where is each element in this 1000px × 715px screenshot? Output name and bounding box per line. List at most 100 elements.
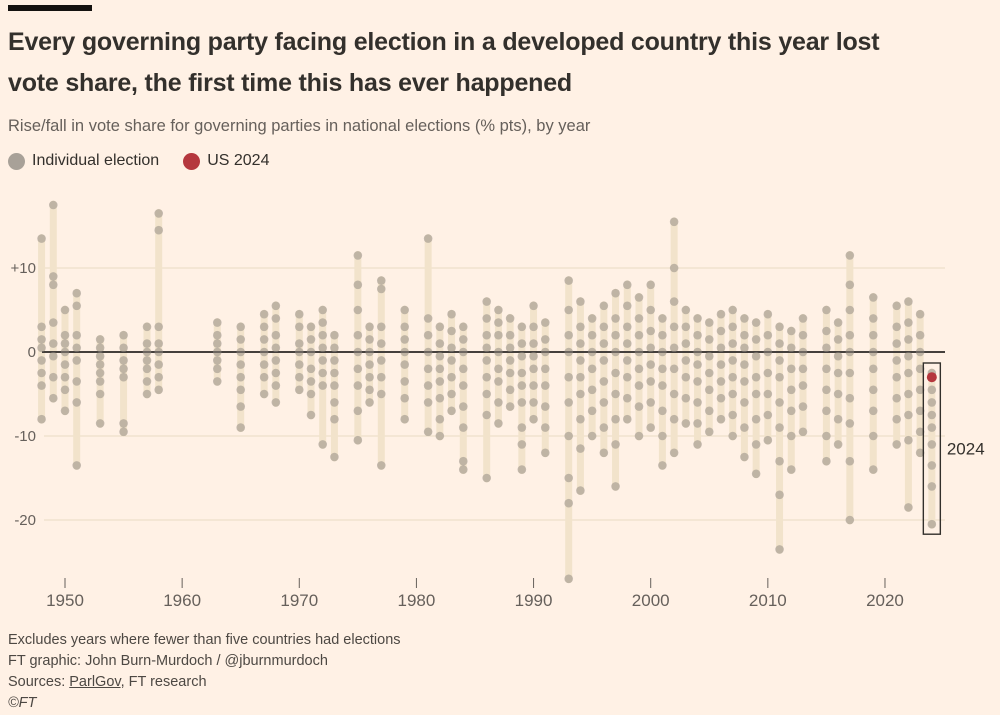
election-dot bbox=[658, 381, 667, 390]
election-dot bbox=[681, 393, 691, 403]
election-dot bbox=[904, 435, 913, 445]
election-dot bbox=[845, 393, 855, 403]
election-dot bbox=[72, 288, 82, 298]
election-dot bbox=[119, 372, 128, 382]
election-dot bbox=[611, 314, 620, 323]
election-dot bbox=[458, 402, 468, 411]
election-dot bbox=[646, 343, 655, 353]
election-dot bbox=[868, 364, 878, 374]
election-dot bbox=[915, 309, 925, 319]
election-dot bbox=[892, 301, 901, 311]
election-dot bbox=[154, 209, 164, 218]
election-dot bbox=[505, 314, 515, 323]
election-dot bbox=[365, 398, 374, 407]
election-dot bbox=[294, 360, 304, 369]
election-dot bbox=[48, 318, 58, 327]
election-dot bbox=[482, 372, 492, 382]
election-dot bbox=[400, 377, 410, 386]
us-2024-dot-icon bbox=[183, 152, 201, 170]
election-dot bbox=[72, 330, 82, 340]
election-dot bbox=[658, 330, 667, 340]
election-dot bbox=[634, 381, 644, 390]
election-dot bbox=[212, 377, 222, 386]
election-dot bbox=[447, 343, 456, 353]
election-dot bbox=[318, 318, 328, 327]
election-dot bbox=[868, 293, 878, 302]
election-dot bbox=[154, 339, 164, 348]
election-dot bbox=[119, 343, 128, 353]
election-dot bbox=[833, 440, 843, 449]
election-dot bbox=[622, 372, 632, 382]
election-dot bbox=[892, 322, 901, 332]
election-dot bbox=[318, 356, 328, 365]
election-dot bbox=[271, 301, 281, 311]
ft-top-bar bbox=[8, 5, 92, 11]
election-dot bbox=[587, 431, 597, 441]
election-dot bbox=[458, 456, 468, 466]
election-dot bbox=[587, 364, 597, 374]
election-dot bbox=[306, 389, 316, 399]
election-dot bbox=[669, 297, 679, 306]
election-dot bbox=[833, 335, 843, 344]
election-dot bbox=[646, 326, 655, 336]
year-range-band bbox=[916, 309, 924, 458]
election-dot bbox=[798, 427, 808, 437]
election-dot bbox=[646, 398, 655, 407]
year-range-band bbox=[846, 250, 854, 525]
election-dot bbox=[212, 339, 222, 348]
election-dot bbox=[236, 372, 246, 382]
election-dot bbox=[798, 314, 808, 323]
election-dot bbox=[833, 414, 843, 424]
election-dot bbox=[822, 406, 831, 416]
election-dot bbox=[517, 339, 527, 348]
election-dot bbox=[576, 444, 585, 453]
election-dot bbox=[564, 398, 574, 407]
election-dot bbox=[400, 305, 410, 315]
election-dot bbox=[212, 330, 222, 340]
parlgov-link[interactable]: ParlGov bbox=[69, 674, 121, 690]
election-dot bbox=[435, 351, 445, 361]
election-dot bbox=[540, 335, 550, 344]
election-dot bbox=[599, 448, 609, 458]
election-dot bbox=[728, 322, 737, 332]
election-dot bbox=[775, 423, 784, 432]
election-dot bbox=[529, 364, 538, 374]
election-dot bbox=[845, 251, 855, 260]
election-dot bbox=[482, 343, 492, 353]
election-dot bbox=[763, 347, 773, 357]
election-dot bbox=[540, 381, 550, 390]
election-dot bbox=[447, 389, 456, 399]
election-dot bbox=[564, 276, 574, 285]
election-dot bbox=[37, 356, 46, 365]
election-dot bbox=[845, 330, 855, 340]
legend-item-individual-election: Individual election bbox=[8, 152, 159, 170]
election-dot bbox=[259, 360, 269, 369]
election-dot bbox=[142, 389, 152, 399]
election-dot bbox=[482, 410, 492, 420]
election-dot bbox=[353, 364, 363, 374]
election-dot bbox=[611, 389, 620, 399]
election-dot bbox=[915, 427, 925, 437]
election-dot bbox=[576, 339, 585, 348]
y-tick-label: -10 bbox=[14, 428, 36, 445]
election-dot bbox=[271, 398, 281, 407]
election-dot bbox=[142, 377, 152, 386]
election-dot bbox=[271, 343, 281, 353]
election-dot bbox=[142, 347, 152, 357]
election-dot bbox=[447, 372, 456, 382]
election-dot bbox=[564, 305, 574, 315]
election-dot bbox=[576, 372, 585, 382]
election-dot bbox=[798, 364, 808, 374]
election-dot bbox=[60, 385, 70, 395]
election-dot bbox=[154, 347, 164, 357]
election-dot bbox=[306, 322, 316, 332]
election-dot bbox=[775, 398, 784, 407]
election-dot bbox=[646, 360, 655, 369]
election-dot bbox=[622, 280, 632, 290]
election-dot bbox=[845, 368, 855, 378]
election-dot bbox=[658, 364, 667, 374]
election-dot bbox=[892, 339, 901, 348]
election-dot bbox=[728, 410, 737, 420]
election-dot bbox=[376, 339, 386, 348]
election-dot bbox=[786, 431, 796, 441]
